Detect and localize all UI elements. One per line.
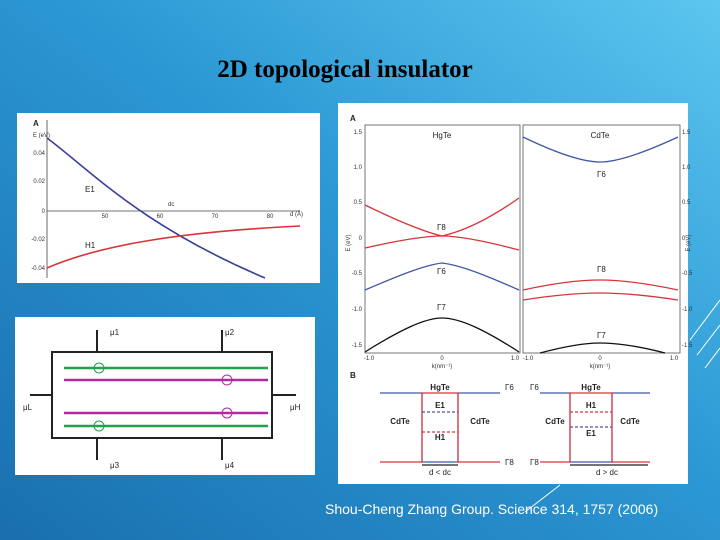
axis-label: k(nm⁻¹) (432, 364, 453, 370)
level-label: E1 (435, 401, 445, 410)
tick-label: 0.04 (33, 151, 45, 157)
tick-label: 0 (42, 209, 46, 215)
edge-label: Γ8 (505, 458, 514, 467)
well-label: HgTe (581, 383, 601, 392)
tick-label: -1.0 (523, 356, 534, 362)
curve-label: E1 (85, 185, 95, 194)
band-label: Γ7 (437, 303, 446, 312)
axis-label: k(nm⁻¹) (590, 364, 611, 370)
contact-label: μ4 (225, 461, 235, 470)
barrier-label: CdTe (620, 417, 640, 426)
tick-label: 0 (682, 236, 686, 242)
edge-label: Γ8 (530, 458, 539, 467)
panel-label: A (33, 119, 39, 128)
tick-label: 1.0 (511, 356, 520, 362)
contact-label: μL (23, 403, 33, 412)
tick-label: 50 (102, 214, 109, 220)
tick-label: 1.0 (670, 356, 679, 362)
axis-label: E (eV) (686, 234, 692, 251)
tick-label: 0 (359, 236, 363, 242)
axis-label: E (eV) (346, 234, 352, 251)
axis-label: E (eV) (33, 133, 50, 139)
bands-panel: A HgTe CdTe E (eV) E (eV) 1.5 1.0 0.5 0 … (338, 103, 693, 484)
panel-label: A (350, 114, 356, 123)
tick-label: 1.5 (354, 130, 363, 136)
tick-label: 60 (157, 214, 164, 220)
barrier-label: CdTe (545, 417, 565, 426)
level-label: H1 (435, 433, 446, 442)
tick-label: 1.0 (354, 165, 363, 171)
caption: Shou-Cheng Zhang Group. Science 314, 175… (325, 501, 659, 517)
tick-label: 0.5 (354, 200, 363, 206)
condition-label: d > dc (596, 468, 618, 477)
barrier-label: CdTe (390, 417, 410, 426)
edge-label: Γ6 (530, 383, 539, 392)
tick-label: 0.02 (33, 179, 45, 185)
band-label: Γ6 (597, 170, 606, 179)
critical-label: dc (168, 202, 174, 208)
tick-label: 0.5 (682, 200, 691, 206)
tick-label: -1.5 (682, 343, 693, 349)
axis-label: d (Å) (290, 211, 303, 218)
barrier-label: CdTe (470, 417, 490, 426)
contact-label: μ3 (110, 461, 120, 470)
tick-label: 0 (598, 356, 602, 362)
tick-label: -0.04 (31, 266, 45, 272)
level-label: E1 (586, 429, 596, 438)
caption-box: Shou-Cheng Zhang Group. Science 314, 175… (325, 501, 659, 517)
band-label: Γ8 (437, 223, 446, 232)
contact-label: μ1 (110, 328, 120, 337)
tick-label: -1.0 (682, 307, 693, 313)
condition-label: d < dc (429, 468, 451, 477)
curve-label: H1 (85, 241, 96, 250)
well-label: HgTe (430, 383, 450, 392)
tick-label: -1.5 (352, 343, 363, 349)
tick-label: 70 (212, 214, 219, 220)
tick-label: -0.5 (682, 271, 693, 277)
energy-panel: A E (eV) 0.04 0.02 0 -0.02 -0.04 50 60 7… (17, 113, 320, 283)
hall-bar-panel: μ1 μ2 μ3 μ4 μL μH (15, 317, 315, 475)
level-label: H1 (586, 401, 597, 410)
tick-label: -1.0 (352, 307, 363, 313)
slide-title: 2D topological insulator (217, 56, 473, 83)
tick-label: -0.5 (352, 271, 363, 277)
band-label: Γ6 (437, 267, 446, 276)
contact-label: μH (290, 403, 301, 412)
edge-label: Γ6 (505, 383, 514, 392)
tick-label: 80 (267, 214, 274, 220)
tick-label: 0 (440, 356, 444, 362)
band-label: Γ7 (597, 331, 606, 340)
tick-label: 1.0 (682, 165, 691, 171)
band-label: Γ8 (597, 265, 606, 274)
material-label: CdTe (591, 131, 610, 140)
tick-label: -0.02 (31, 237, 45, 243)
panel-label: B (350, 371, 356, 380)
decoration (524, 299, 720, 513)
contact-label: μ2 (225, 328, 235, 337)
material-label: HgTe (433, 131, 452, 140)
tick-label: -1.0 (364, 356, 375, 362)
tick-label: 1.5 (682, 130, 691, 136)
